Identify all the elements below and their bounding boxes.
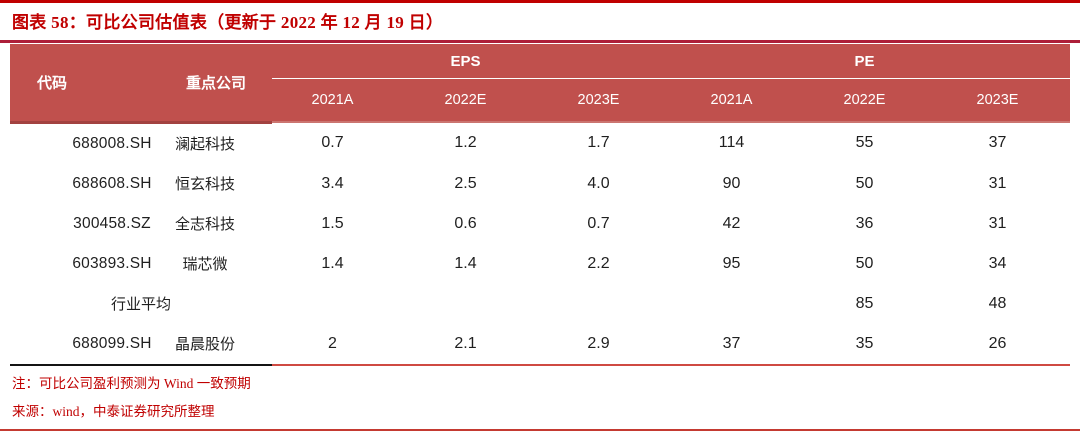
eps-2023e-value: 2.2 (587, 254, 610, 272)
table-row-industry-average: 行业平均 85 48 (10, 284, 1070, 324)
eps-2021a-value: 0.7 (321, 134, 344, 152)
eps-2022e-value: 1.4 (454, 254, 477, 272)
group-header-row: 代码 重点公司 EPS PE (10, 44, 1070, 124)
eps-2021a-value (272, 284, 405, 324)
table-row-603893: 603893.SH 瑞芯微 1.4 1.4 2.2 95 50 34 (10, 244, 1070, 284)
col-header-eps-2023e: 2023E (538, 78, 671, 123)
pe-2021a-value: 90 (722, 174, 741, 192)
pe-2021a-value: 114 (718, 134, 745, 152)
table-row-688099: 688099.SH 晶晨股份 2 2.1 2.9 37 35 26 (10, 323, 1070, 366)
eps-2022e-value: 2.5 (454, 174, 477, 192)
pe-2023e-value: 34 (988, 254, 1007, 272)
valuation-table-wrap: 代码 重点公司 EPS PE 2021A 2022E 2023E 2021A 2… (10, 44, 1070, 366)
col-header-code: 代码 (10, 44, 160, 124)
top-divider-rule (0, 0, 1080, 3)
table-header: 代码 重点公司 EPS PE 2021A 2022E 2023E 2021A 2… (10, 44, 1070, 124)
eps-2023e-value: 4.0 (587, 174, 610, 192)
pe-2022e-value: 50 (855, 254, 874, 272)
footnotes: 注：可比公司盈利预测为 Wind 一致预期 来源：wind，中泰证券研究所整理 (0, 366, 1080, 421)
table-body: 688008.SH 澜起科技 0.7 1.2 1.7 114 55 37 688… (10, 122, 1070, 366)
eps-2023e-value (538, 284, 671, 324)
eps-2021a-value: 3.4 (321, 174, 344, 192)
company-name: 晶晨股份 (160, 323, 272, 366)
pe-2021a-value (671, 284, 804, 324)
valuation-table: 代码 重点公司 EPS PE 2021A 2022E 2023E 2021A 2… (10, 44, 1070, 366)
company-name: 澜起科技 (174, 137, 235, 153)
bottom-divider-rule (0, 429, 1080, 431)
pe-2022e-value: 55 (855, 134, 874, 152)
col-header-eps-2022e: 2022E (405, 78, 538, 123)
pe-2023e-value: 26 (937, 323, 1070, 366)
company-name: 全志科技 (174, 217, 235, 233)
table-row-688008: 688008.SH 澜起科技 0.7 1.2 1.7 114 55 37 (10, 122, 1070, 164)
eps-2023e-value: 0.7 (587, 214, 610, 232)
pe-2022e-value: 50 (855, 174, 874, 192)
pe-2022e-value: 85 (855, 294, 874, 312)
stock-code: 688099.SH (10, 323, 160, 366)
pe-2021a-value: 95 (722, 254, 741, 272)
company-name: 瑞芯微 (182, 257, 228, 273)
col-header-pe-2021a: 2021A (671, 78, 804, 123)
eps-2022e-value: 0.6 (454, 214, 477, 232)
pe-2021a-value: 42 (722, 214, 741, 232)
stock-code: 300458.SZ (73, 214, 151, 232)
pe-2023e-value: 31 (988, 174, 1007, 192)
pe-2021a-value: 37 (671, 323, 804, 366)
col-header-eps-2021a: 2021A (272, 78, 405, 123)
stock-code: 688008.SH (72, 134, 152, 152)
col-header-pe-2023e: 2023E (937, 78, 1070, 123)
pe-2022e-value: 35 (804, 323, 937, 366)
eps-2023e-value: 2.9 (538, 323, 671, 366)
pe-2023e-value: 37 (988, 134, 1007, 152)
eps-2022e-value (405, 284, 538, 324)
table-row-300458: 300458.SZ 全志科技 1.5 0.6 0.7 42 36 31 (10, 204, 1070, 244)
group-header-eps: EPS (272, 44, 671, 79)
eps-2022e-value: 1.2 (454, 134, 477, 152)
title-underline-rule (0, 40, 1080, 43)
company-name: 恒玄科技 (174, 177, 235, 193)
col-header-pe-2022e: 2022E (804, 78, 937, 123)
source-line: 来源：wind，中泰证券研究所整理 (12, 403, 215, 419)
eps-2022e-value: 2.1 (405, 323, 538, 366)
pe-2023e-value: 48 (988, 294, 1007, 312)
industry-average-label: 行业平均 (110, 297, 171, 313)
eps-2021a-value: 1.4 (321, 254, 344, 272)
pe-2022e-value: 36 (855, 214, 874, 232)
eps-2021a-value: 1.5 (321, 214, 344, 232)
stock-code: 603893.SH (72, 254, 152, 272)
col-header-company: 重点公司 (160, 44, 272, 124)
table-row-688608: 688608.SH 恒玄科技 3.4 2.5 4.0 90 50 31 (10, 164, 1070, 204)
figure-title: 图表 58：可比公司估值表（更新于 2022 年 12 月 19 日） (12, 13, 444, 32)
eps-2021a-value: 2 (272, 323, 405, 366)
pe-2023e-value: 31 (988, 214, 1007, 232)
sub-header-row: 2021A 2022E 2023E 2021A 2022E 2023E (10, 78, 1070, 123)
eps-2023e-value: 1.7 (587, 134, 610, 152)
group-header-pe: PE (671, 44, 1070, 79)
note-line: 注：可比公司盈利预测为 Wind 一致预期 (12, 375, 251, 391)
stock-code: 688608.SH (72, 174, 152, 192)
